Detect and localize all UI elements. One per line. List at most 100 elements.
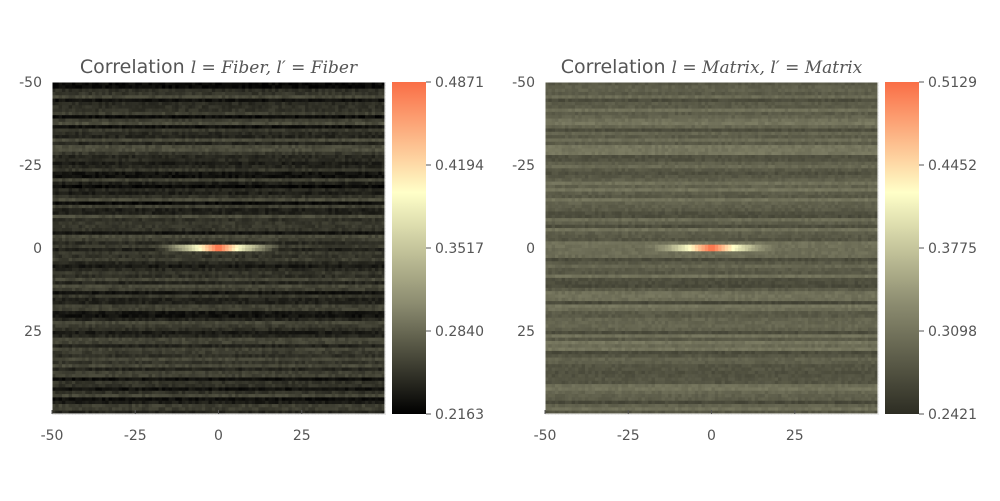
heatmap-cell	[85, 135, 90, 140]
heatmap-cell	[161, 118, 166, 123]
heatmap-cell	[185, 148, 190, 153]
heatmap-cell	[288, 174, 293, 179]
heatmap-cell	[248, 101, 253, 106]
heatmap-cell	[375, 178, 379, 183]
heatmap-cell	[248, 168, 253, 173]
heatmap-cell	[148, 155, 153, 159]
heatmap-cell	[295, 174, 300, 179]
heatmap-cell	[68, 91, 73, 96]
heatmap-cell	[221, 181, 226, 186]
heatmap-cell	[355, 194, 359, 199]
heatmap-cell	[68, 214, 73, 219]
heatmap-cell	[245, 198, 250, 203]
heatmap-cell	[295, 98, 300, 103]
heatmap-cell	[321, 168, 326, 173]
heatmap-cell	[305, 194, 310, 199]
heatmap-cell	[305, 204, 310, 209]
heatmap-cell	[161, 85, 166, 90]
heatmap-cell	[91, 168, 96, 173]
heatmap-cell	[361, 214, 366, 219]
heatmap-cell	[285, 158, 290, 163]
heatmap-cell	[235, 135, 240, 140]
heatmap-cell	[198, 115, 203, 120]
heatmap-cell	[75, 88, 80, 93]
heatmap-cell	[358, 82, 363, 86]
heatmap-cell	[315, 191, 319, 196]
heatmap-cell	[91, 85, 96, 90]
heatmap-cell	[118, 125, 123, 130]
heatmap-cell	[118, 108, 123, 113]
heatmap-cell	[345, 171, 349, 176]
heatmap-cell	[155, 121, 160, 126]
heatmap-cell	[105, 208, 110, 213]
heatmap-cell	[185, 224, 190, 229]
heatmap-cell	[218, 198, 223, 203]
heatmap-cell	[168, 184, 173, 189]
heatmap-cell	[218, 165, 223, 169]
heatmap-cell	[258, 218, 263, 223]
heatmap-cell	[131, 158, 136, 163]
heatmap-cell	[358, 148, 363, 153]
heatmap-cell	[191, 141, 196, 146]
heatmap-cell	[381, 198, 386, 203]
heatmap-cell	[125, 165, 130, 169]
heatmap-cell	[155, 128, 160, 133]
heatmap-cell	[158, 165, 163, 169]
heatmap-cell	[218, 151, 223, 156]
heatmap-cell	[88, 171, 93, 176]
heatmap-cell	[348, 188, 353, 193]
heatmap-cell	[198, 121, 203, 126]
heatmap-cell	[205, 82, 210, 86]
heatmap-cell	[198, 208, 203, 213]
heatmap-cell	[341, 158, 346, 163]
heatmap-cell	[338, 108, 343, 113]
heatmap-cell	[165, 131, 170, 136]
heatmap-cell	[331, 178, 336, 183]
heatmap-cell	[288, 161, 293, 166]
heatmap-cell	[158, 184, 163, 189]
heatmap-cell	[285, 131, 290, 136]
heatmap-cell	[268, 208, 273, 213]
heatmap-cell	[81, 135, 86, 140]
heatmap-cell	[305, 105, 310, 110]
heatmap-cell	[191, 201, 196, 206]
heatmap-cell	[75, 82, 80, 86]
heatmap-cell	[245, 221, 250, 226]
heatmap-cell	[321, 115, 326, 120]
heatmap-cell	[231, 151, 236, 156]
heatmap-cell	[58, 221, 63, 226]
heatmap-cell	[158, 208, 163, 213]
heatmap-cell	[238, 161, 243, 166]
heatmap-cell	[291, 118, 296, 123]
heatmap-cell	[71, 171, 76, 176]
heatmap-cell	[288, 98, 293, 103]
heatmap-cell	[288, 191, 293, 196]
heatmap-cell	[161, 135, 166, 140]
heatmap-cell	[241, 88, 246, 93]
heatmap-cell	[378, 101, 383, 106]
heatmap-cell	[171, 181, 176, 186]
heatmap-cell	[135, 201, 140, 206]
heatmap-cell	[351, 208, 356, 213]
heatmap-cell	[241, 148, 246, 153]
heatmap-cell	[238, 115, 243, 120]
heatmap-cell	[165, 171, 170, 176]
heatmap-cell	[201, 105, 206, 110]
heatmap-cell	[91, 161, 96, 166]
heatmap-cell	[201, 108, 206, 113]
heatmap-cell	[278, 211, 283, 216]
heatmap-cell	[85, 98, 90, 103]
heatmap-cell	[325, 161, 329, 166]
heatmap-cell	[318, 221, 323, 226]
heatmap-cell	[191, 138, 196, 143]
heatmap-cell	[52, 88, 56, 93]
heatmap-cell	[155, 108, 160, 113]
heatmap-cell	[195, 151, 200, 156]
heatmap-cell	[248, 118, 253, 123]
heatmap-cell	[211, 188, 216, 193]
heatmap-cell	[248, 138, 253, 143]
heatmap-cell	[221, 165, 226, 169]
heatmap-cell	[305, 191, 310, 196]
heatmap-cell	[195, 221, 200, 226]
heatmap-cell	[331, 82, 336, 86]
